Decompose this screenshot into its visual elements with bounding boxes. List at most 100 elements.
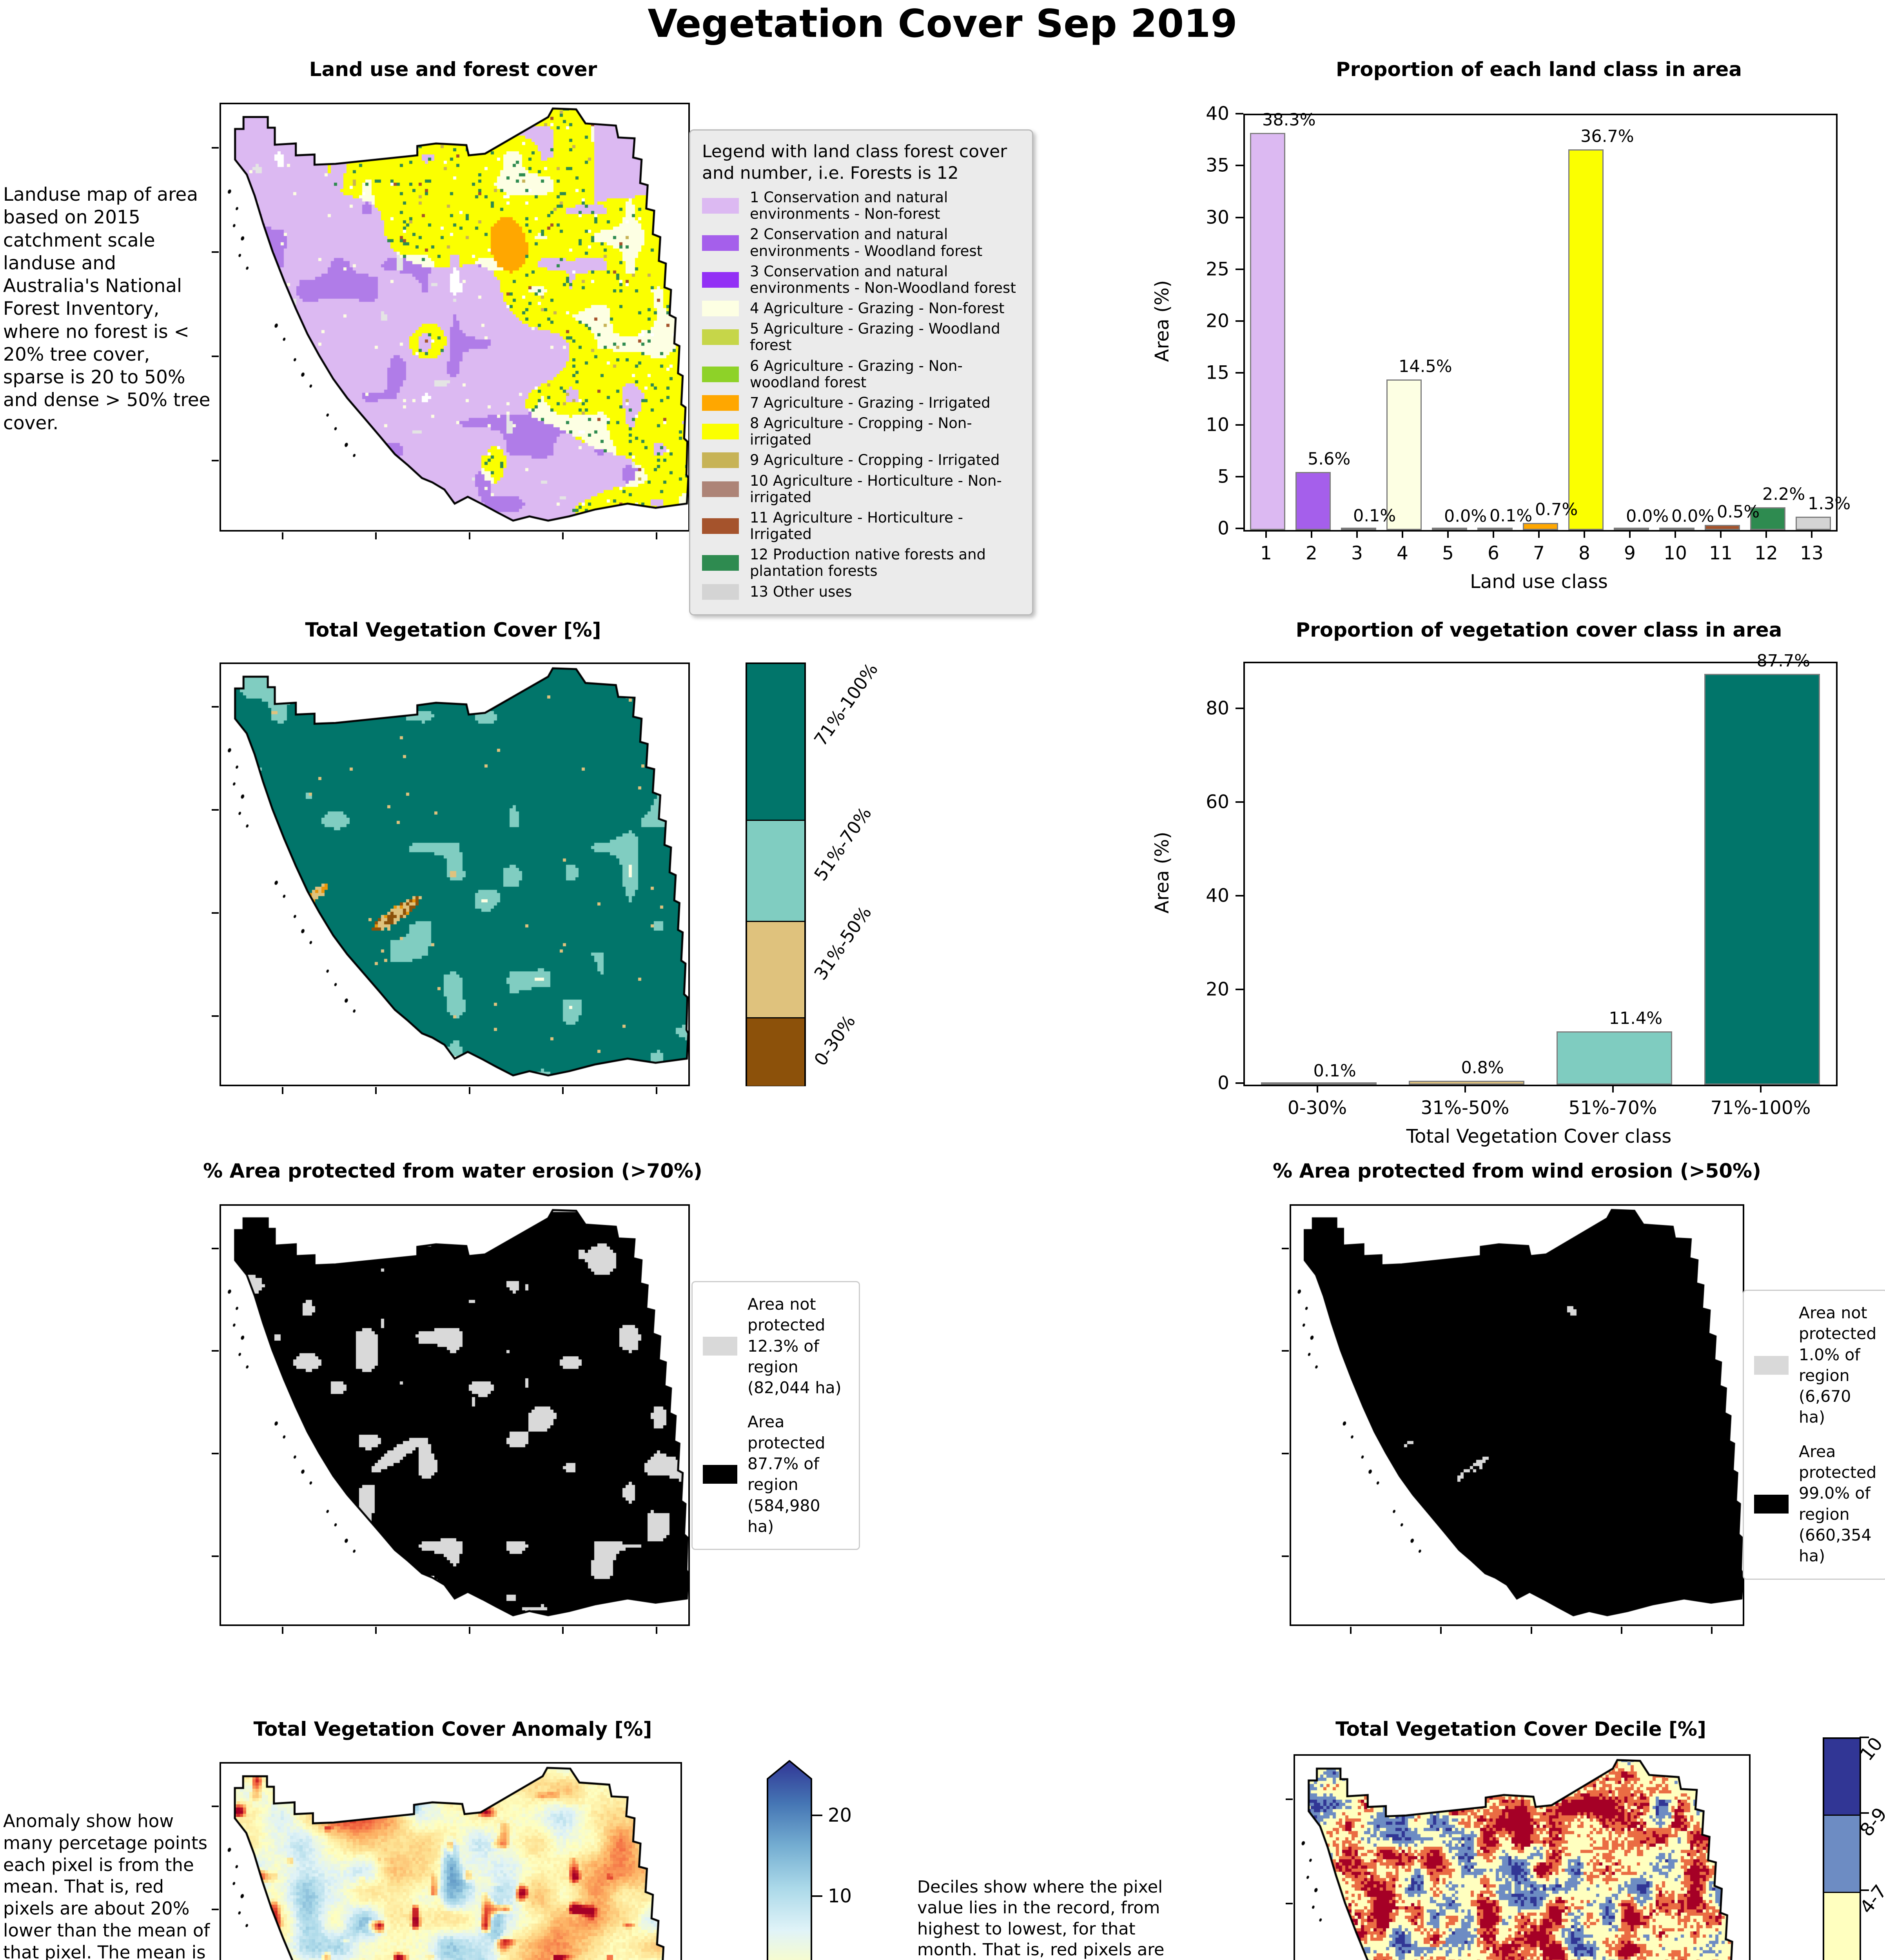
legend-swatch — [702, 395, 739, 411]
map-axis-tick — [375, 532, 377, 539]
map-axis-tick — [212, 147, 219, 149]
bar-value-label: 36.7% — [1580, 127, 1634, 147]
wind-map-canvas — [1291, 1206, 1743, 1624]
bar-value-label: 0.0% — [1671, 506, 1714, 526]
landuse-map — [212, 103, 690, 539]
chart-bar — [1659, 528, 1695, 530]
legend-swatch — [702, 366, 739, 382]
y-axis-label: Area (%) — [1151, 280, 1173, 362]
vegcover-title: Total Vegetation Cover [%] — [305, 619, 601, 641]
bar-value-label: 2.2% — [1762, 484, 1805, 504]
map-axis-tick — [1286, 1903, 1293, 1905]
map-axis-tick — [1282, 1555, 1289, 1557]
anomaly-map-canvas — [221, 1764, 680, 1960]
erosion-legend-item: Area not protected 12.3% of region (82,0… — [703, 1294, 849, 1398]
legend-swatch — [702, 198, 739, 214]
map-axis-tick — [212, 1247, 219, 1249]
y-axis-tick — [1236, 989, 1243, 991]
x-axis-tick — [1356, 530, 1358, 538]
legend-swatch — [702, 424, 739, 440]
vegcover-map-canvas — [221, 664, 688, 1085]
map-axis-tick — [212, 912, 219, 914]
legend-swatch — [702, 272, 739, 288]
colorbar-tick-label: 10 — [828, 1885, 852, 1907]
map-axis-tick — [212, 459, 219, 461]
y-axis-tick — [1236, 475, 1243, 477]
legend-label: 10 Agriculture - Horticulture - Non-irri… — [750, 472, 1002, 506]
anomaly-side-note: Anomaly show how many percetage points e… — [3, 1811, 210, 1960]
colorbar-segment — [747, 1017, 804, 1086]
y-axis-tick-label: 10 — [1206, 414, 1229, 436]
x-axis-tick — [1316, 1085, 1318, 1093]
y-axis-tick-label: 60 — [1206, 791, 1229, 813]
decile-map — [1286, 1754, 1751, 1960]
y-axis-tick-label: 20 — [1206, 310, 1229, 332]
legend-label: 9 Agriculture - Cropping - Irrigated — [750, 452, 1000, 469]
chart-bar — [1250, 132, 1286, 530]
legend-label: 8 Agriculture - Cropping - Non-irrigated — [750, 415, 972, 448]
map-axis-tick — [1282, 1247, 1289, 1249]
bar-value-label: 5.6% — [1308, 449, 1351, 469]
decile-map-canvas — [1295, 1756, 1749, 1960]
colorbar-label: 71%-100% — [810, 659, 882, 750]
landuse-legend-items: 1 Conservation and natural environments … — [702, 189, 1020, 600]
bar-value-label: 38.3% — [1262, 110, 1316, 130]
bar-value-label: 0.7% — [1535, 500, 1578, 520]
chart-plot-area — [1243, 114, 1838, 532]
map-axis-tick — [562, 532, 564, 539]
y-axis-tick — [1236, 708, 1243, 710]
bar-value-label: 0.0% — [1626, 506, 1669, 526]
map-axis-tick — [212, 1909, 219, 1911]
erosion-legend-item: Area protected 99.0% of region (660,354 … — [1754, 1441, 1876, 1567]
chart-bar — [1409, 1081, 1524, 1085]
y-axis-tick-label: 30 — [1206, 207, 1229, 228]
page-title: Vegetation Cover Sep 2019 — [648, 2, 1237, 46]
x-axis-tick — [1629, 530, 1631, 538]
x-axis-tick — [1584, 530, 1585, 538]
y-axis-tick — [1236, 165, 1243, 167]
chart-bar — [1341, 528, 1377, 530]
map-axis-tick — [1711, 1627, 1713, 1634]
x-axis-tick — [1675, 530, 1676, 538]
x-axis-tick-label: 71%-100% — [1710, 1097, 1811, 1119]
landuse-legend-item: 4 Agriculture - Grazing - Non-forest — [702, 300, 1020, 317]
colorbar-segment — [1824, 1739, 1860, 1815]
map-axis-tick — [375, 1087, 377, 1094]
x-axis-tick — [1760, 1085, 1762, 1093]
colorbar-segment — [747, 664, 804, 820]
y-axis-tick — [1236, 801, 1243, 803]
x-axis-tick-label: 12 — [1754, 543, 1778, 564]
colorbar-label: 0-30% — [810, 1011, 860, 1070]
x-axis-tick — [1720, 530, 1722, 538]
water-map — [212, 1204, 690, 1634]
map-axis-tick — [212, 1806, 219, 1808]
landuse-title: Land use and forest cover — [309, 58, 597, 81]
y-axis-tick — [1236, 216, 1243, 218]
landuse-legend-item: 3 Conservation and natural environments … — [702, 263, 1020, 296]
erosion-legend-item: Area not protected 1.0% of region (6,670… — [1754, 1303, 1876, 1428]
x-axis-tick-label: 0-30% — [1287, 1097, 1347, 1119]
x-axis-tick-label: 7 — [1533, 543, 1545, 564]
y-axis-tick — [1236, 113, 1243, 114]
legend-swatch — [702, 518, 739, 534]
chart-plot-area — [1243, 662, 1838, 1086]
y-axis-tick-label: 5 — [1217, 466, 1229, 488]
x-axis-tick-label: 5 — [1442, 543, 1454, 564]
map-axis-tick — [212, 1350, 219, 1352]
landuse-legend-item: 1 Conservation and natural environments … — [702, 189, 1020, 222]
bar-value-label: 87.7% — [1756, 651, 1811, 671]
map-axis-tick — [1282, 1350, 1289, 1352]
water-title: % Area protected from water erosion (>70… — [203, 1160, 702, 1182]
map-axis-tick — [1350, 1627, 1352, 1634]
chart-bar — [1477, 528, 1513, 530]
colorbar-tick — [812, 1815, 822, 1817]
y-axis-tick — [1236, 1082, 1243, 1084]
bar-value-label: 0.1% — [1489, 506, 1533, 526]
legend-swatch — [702, 452, 739, 468]
x-axis-tick-label: 6 — [1488, 543, 1499, 564]
x-axis-tick-label: 13 — [1800, 543, 1823, 564]
x-axis-tick-label: 8 — [1578, 543, 1590, 564]
colorbar-segment — [747, 920, 804, 1019]
x-axis-tick — [1538, 530, 1540, 538]
map-axis-tick — [212, 809, 219, 811]
